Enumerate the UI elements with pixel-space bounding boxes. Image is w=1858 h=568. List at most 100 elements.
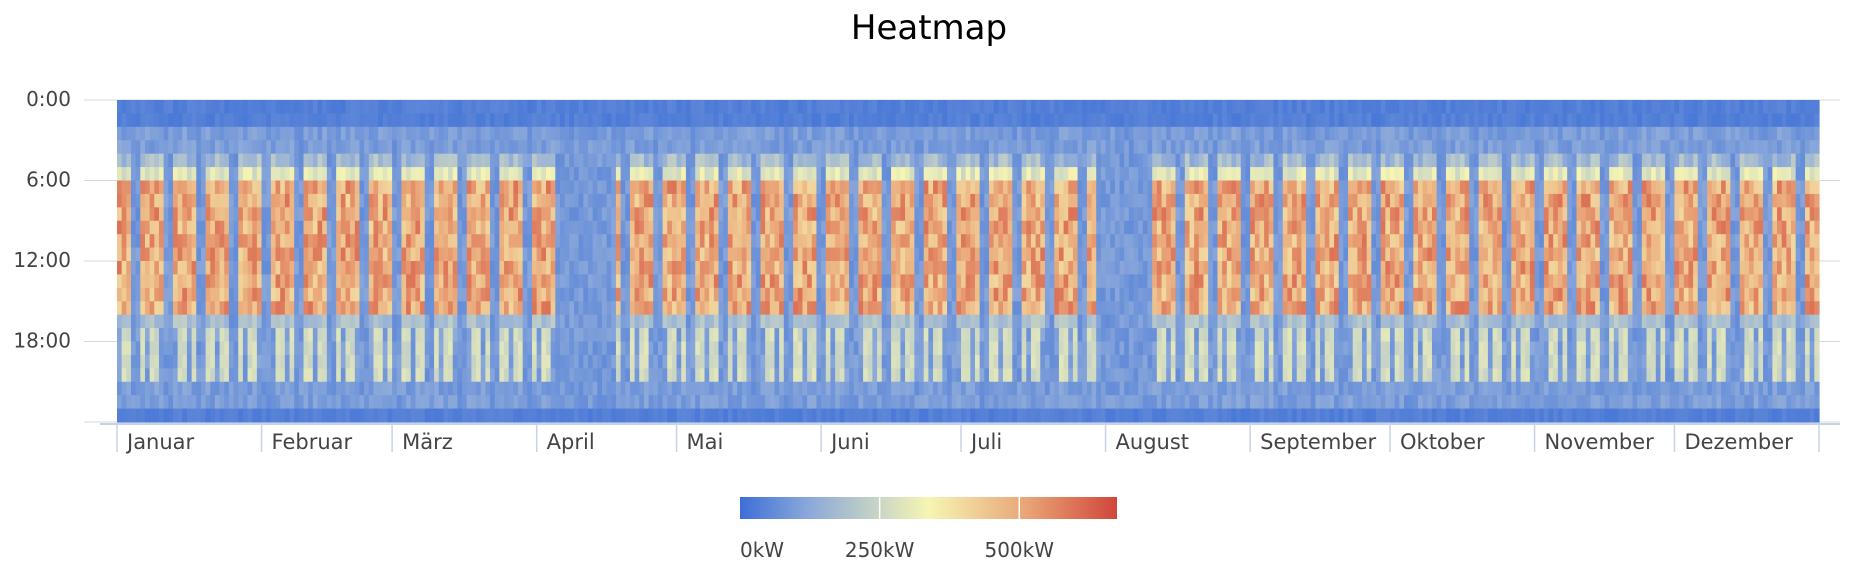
heatmap-cell [242,408,249,423]
heatmap-cell [326,113,333,128]
heatmap-cell [172,113,179,128]
heatmap-cell [326,100,333,115]
heatmap-cell [527,368,533,383]
heatmap-cell [783,341,790,356]
heatmap-cell [573,100,580,115]
heatmap-cell [746,220,752,235]
heatmap-cell [597,287,603,302]
heatmap-cell [569,328,575,343]
heatmap-cell [378,180,384,195]
heatmap-cell [727,314,734,329]
heatmap-cell [494,381,500,396]
heatmap-cell [970,354,976,369]
heatmap-cell [1058,234,1065,249]
heatmap-cell [825,207,832,222]
heatmap-cell [709,328,715,343]
heatmap-cell [499,408,505,423]
heatmap-cell [699,287,706,302]
heatmap-cell [671,126,678,141]
heatmap-cell [415,408,421,423]
heatmap-cell [578,274,584,289]
heatmap-cell [625,140,631,155]
heatmap-cell [816,193,822,208]
heatmap-cell [942,180,948,195]
heatmap-cell [1040,140,1046,155]
heatmap-cell [587,274,594,289]
heatmap-cell [490,314,496,329]
heatmap-cell [746,247,752,262]
heatmap-cell [774,126,780,141]
heatmap-cell [769,314,776,329]
heatmap-cell [802,140,808,155]
heatmap-cell [228,368,235,383]
heatmap-cell [331,113,337,128]
heatmap-cell [490,328,496,343]
heatmap-cell [508,314,514,329]
heatmap-cell [317,395,323,410]
heatmap-cell [634,153,640,168]
heatmap-cell [280,220,286,235]
heatmap-cell [233,328,239,343]
heatmap-cell [648,100,654,115]
heatmap-cell [858,274,864,289]
heatmap-cell [839,207,846,222]
heatmap-cell [382,220,389,235]
heatmap-cell [527,207,533,222]
heatmap-cell [923,234,929,249]
heatmap-cell [140,341,146,356]
heatmap-cell [774,274,780,289]
heatmap-cell [737,140,743,155]
heatmap-cell [648,113,654,128]
heatmap-cell [765,167,771,182]
heatmap-cell [154,261,160,276]
heatmap-cell [280,408,286,423]
heatmap-cell [312,261,319,276]
heatmap-cell [359,153,365,168]
heatmap-cell [667,193,673,208]
heatmap-cell [685,395,692,410]
heatmap-cell [751,220,757,235]
heatmap-cell [559,167,566,182]
heatmap-cell [737,328,743,343]
heatmap-cell [1044,234,1051,249]
heatmap-cell [653,381,659,396]
heatmap-cell [727,395,734,410]
heatmap-cell [671,395,678,410]
heatmap-cell [210,287,216,302]
heatmap-cell [695,314,701,329]
heatmap-cell [923,368,929,383]
heatmap-cell [583,395,589,410]
heatmap-cell [891,167,897,182]
heatmap-cell [494,126,500,141]
heatmap-cell [541,220,547,235]
heatmap-cell [121,153,127,168]
heatmap-cell [662,100,668,115]
heatmap-cell [583,274,589,289]
heatmap-cell [350,220,356,235]
heatmap-cell [499,167,505,182]
heatmap-cell [1077,207,1083,222]
heatmap-cell [1044,314,1051,329]
heatmap-cell [951,247,957,262]
heatmap-cell [737,126,743,141]
heatmap-cell [518,193,524,208]
heatmap-cell [606,193,612,208]
heatmap-cell [937,314,943,329]
heatmap-cell [755,100,762,115]
heatmap-cell [867,247,874,262]
heatmap-cell [121,274,127,289]
heatmap-cell [210,193,216,208]
heatmap-cell [718,207,724,222]
heatmap-cell [671,381,678,396]
heatmap-cell [144,167,151,182]
heatmap-cell [774,287,780,302]
heatmap-cell [1026,207,1032,222]
heatmap-cell [322,180,328,195]
heatmap-cell [224,301,230,316]
heatmap-cell [961,126,967,141]
heatmap-cell [420,395,426,410]
heatmap-cell [1012,274,1018,289]
heatmap-cell [732,153,738,168]
heatmap-cell [303,261,309,276]
heatmap-cell [508,381,514,396]
